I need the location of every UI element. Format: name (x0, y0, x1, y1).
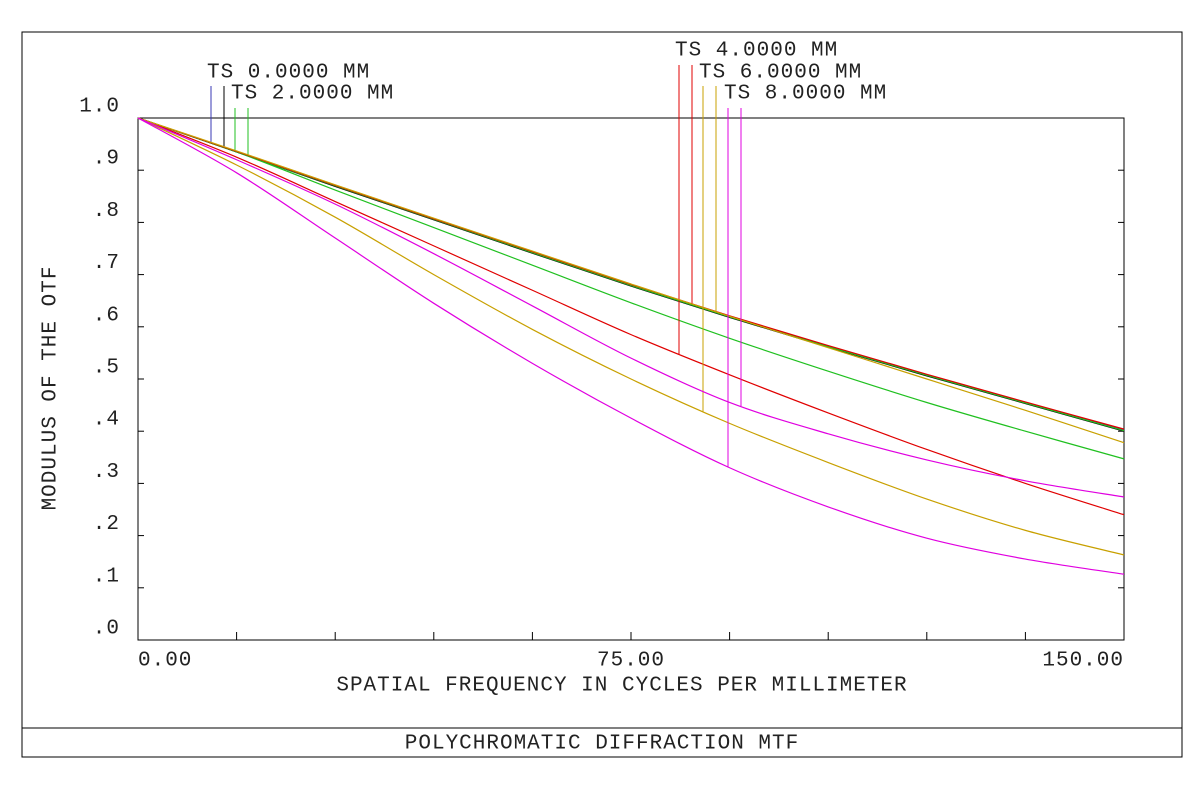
y-tick-label: .0 (93, 618, 120, 641)
mtf-curve (137, 117, 1125, 432)
y-tick-label: .5 (93, 357, 120, 380)
x-tick-label: 150.00 (1042, 650, 1124, 673)
y-tick-label: 1.0 (79, 96, 120, 119)
legend-label: TS 6.0000 MM (699, 62, 862, 85)
y-tick-label: .3 (93, 461, 120, 484)
mtf-curve (137, 117, 1125, 431)
legend-label: TS 2.0000 MM (231, 83, 394, 106)
y-tick-label: .9 (93, 148, 120, 171)
mtf-curve (137, 117, 1125, 575)
legend-label: TS 4.0000 MM (675, 40, 838, 63)
y-tick-label: .2 (93, 513, 120, 536)
chart-title: POLYCHROMATIC DIFFRACTION MTF (405, 733, 799, 756)
y-tick-label: .1 (93, 565, 120, 588)
legend-label: TS 8.0000 MM (724, 83, 887, 106)
legend-label: TS 0.0000 MM (207, 62, 370, 85)
x-tick-label: 0.00 (138, 650, 192, 673)
y-tick-label: .8 (93, 200, 120, 223)
mtf-curve (137, 117, 1125, 498)
mtf-curve (137, 117, 1125, 430)
y-tick-label: .7 (93, 252, 120, 275)
mtf-curve (137, 117, 1125, 432)
mtf-curve (137, 117, 1125, 556)
outer-frame (21, 31, 1183, 758)
mtf-curve (137, 117, 1125, 460)
mtf-curve (137, 117, 1125, 444)
mtf-curve (137, 117, 1125, 516)
x-tick-label: 75.00 (597, 650, 665, 673)
y-tick-label: .6 (93, 304, 120, 327)
y-axis-label: MODULUS OF THE OTF (40, 266, 63, 511)
x-axis-label: SPATIAL FREQUENCY IN CYCLES PER MILLIMET… (336, 675, 907, 698)
y-tick-label: .4 (93, 409, 120, 432)
